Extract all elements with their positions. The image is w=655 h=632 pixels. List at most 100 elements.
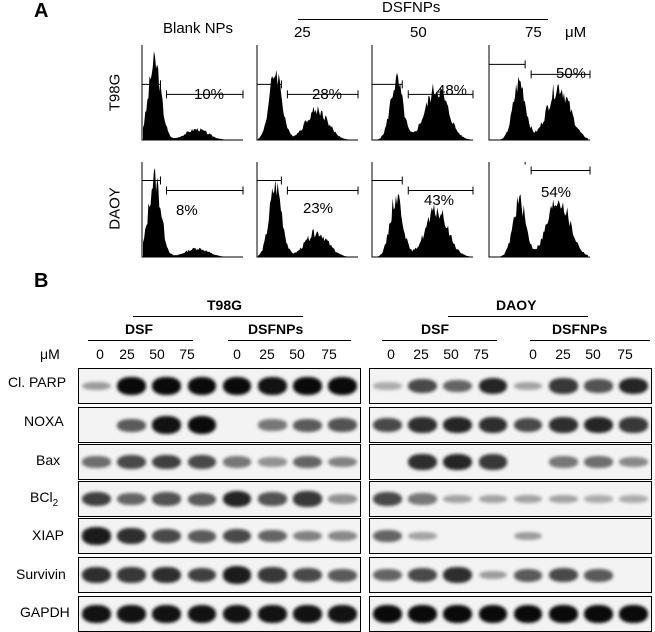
blot-daoy-row-0 xyxy=(369,368,652,404)
blot-band xyxy=(187,605,217,623)
blot-band xyxy=(292,605,322,623)
blot-band xyxy=(408,567,438,583)
histogram-daoy-2 xyxy=(371,162,474,258)
blot-band xyxy=(152,492,182,506)
blot-band xyxy=(548,604,578,624)
blot-band xyxy=(513,494,543,504)
t98g-dsf-line xyxy=(88,340,193,341)
pct-t98g-25: 28% xyxy=(312,86,343,103)
histogram-daoy-3 xyxy=(488,162,591,258)
blot-band xyxy=(548,456,578,468)
blot-band xyxy=(117,605,147,623)
lane-label: 25 xyxy=(259,346,275,362)
blot-band xyxy=(583,568,613,582)
blot-band xyxy=(292,455,322,469)
blot-band xyxy=(478,494,508,504)
daoy-dsf-line xyxy=(382,340,497,341)
lane-label: 50 xyxy=(585,346,601,362)
blot-band xyxy=(117,492,147,506)
blot-band xyxy=(373,529,402,543)
blot-band xyxy=(443,379,473,393)
blot-daoy-row-4 xyxy=(369,518,652,554)
blot-band xyxy=(408,604,438,624)
lane-label: 75 xyxy=(617,346,633,362)
blot-band xyxy=(187,492,217,506)
blot-band xyxy=(117,418,147,432)
lane-label: 50 xyxy=(149,346,165,362)
blot-band xyxy=(619,604,648,624)
protein-label-survivin: Survivin xyxy=(16,566,66,582)
blot-band xyxy=(583,379,613,393)
lane-label: 25 xyxy=(119,346,135,362)
blot-band xyxy=(152,528,182,544)
blot-band xyxy=(373,491,402,507)
panel-a-label: A xyxy=(34,0,49,22)
blot-t98g-row-1 xyxy=(78,407,361,443)
treatment-t98g-dsf: DSF xyxy=(125,321,153,337)
blot-band xyxy=(82,381,111,391)
blot-band xyxy=(443,604,473,624)
lane-label: 0 xyxy=(529,346,537,362)
blot-band xyxy=(548,378,578,394)
blot-band xyxy=(373,604,402,624)
blank-nps-header: Blank NPs xyxy=(163,20,234,37)
blot-band xyxy=(443,416,473,434)
blot-band xyxy=(292,418,322,432)
histogram-t98g-1 xyxy=(256,45,359,141)
histogram-t98g-2 xyxy=(371,45,474,141)
blot-band xyxy=(619,495,648,503)
dose-50-header: 50 xyxy=(410,24,427,41)
lane-label: 75 xyxy=(321,346,337,362)
blot-band xyxy=(443,453,473,471)
treatment-daoy-dsf: DSF xyxy=(421,321,449,337)
blot-band xyxy=(478,604,508,624)
lane-label: 0 xyxy=(96,346,104,362)
treatment-t98g-dsfnps: DSFNPs xyxy=(248,321,304,337)
unit-header: μM xyxy=(565,24,587,41)
lane-label: 25 xyxy=(413,346,429,362)
blot-band xyxy=(513,417,543,433)
daoy-dsfnps-line xyxy=(530,340,650,341)
blot-band xyxy=(257,419,287,431)
blot-band xyxy=(583,604,613,624)
blot-daoy-row-2 xyxy=(369,444,652,480)
blot-band xyxy=(152,454,182,470)
blot-band xyxy=(548,417,578,433)
pct-t98g-blank: 10% xyxy=(194,86,225,103)
row-label-daoy: DAOY xyxy=(106,187,124,230)
protein-label-noxa: NOXA xyxy=(24,413,64,429)
blot-band xyxy=(443,567,473,583)
blot-band xyxy=(187,529,217,543)
dsfnps-line xyxy=(298,19,548,20)
protein-label-bcl2: BCl2 xyxy=(30,489,58,509)
blot-t98g-row-6 xyxy=(78,596,361,632)
protein-label-xiap: XIAP xyxy=(32,527,64,543)
blot-band xyxy=(328,568,357,582)
blot-band xyxy=(292,567,322,583)
panel-b-label: B xyxy=(34,270,49,292)
blot-band xyxy=(257,605,287,623)
blot-band xyxy=(513,568,543,582)
blot-daoy-row-1 xyxy=(369,407,652,443)
blot-band xyxy=(82,527,111,545)
blot-daoy-row-5 xyxy=(369,557,652,593)
histogram-t98g-0 xyxy=(141,45,244,141)
blot-band xyxy=(82,456,111,468)
blot-band xyxy=(408,454,438,470)
unit-label-b: μM xyxy=(40,346,60,362)
blot-band xyxy=(619,457,648,467)
blot-t98g-row-3 xyxy=(78,481,361,517)
blot-band xyxy=(583,416,613,434)
dose-75-header: 75 xyxy=(525,24,542,41)
blot-band xyxy=(328,376,357,396)
blot-band xyxy=(619,377,648,395)
blot-band xyxy=(373,382,402,390)
blot-band xyxy=(408,417,438,433)
blot-band xyxy=(257,567,287,583)
blot-band xyxy=(548,567,578,583)
blot-band xyxy=(257,529,287,543)
protein-label-cl-parp: Cl. PARP xyxy=(8,374,67,390)
blot-band xyxy=(257,492,287,506)
blot-band xyxy=(187,415,217,435)
row-label-t98g: T98G xyxy=(106,73,124,112)
